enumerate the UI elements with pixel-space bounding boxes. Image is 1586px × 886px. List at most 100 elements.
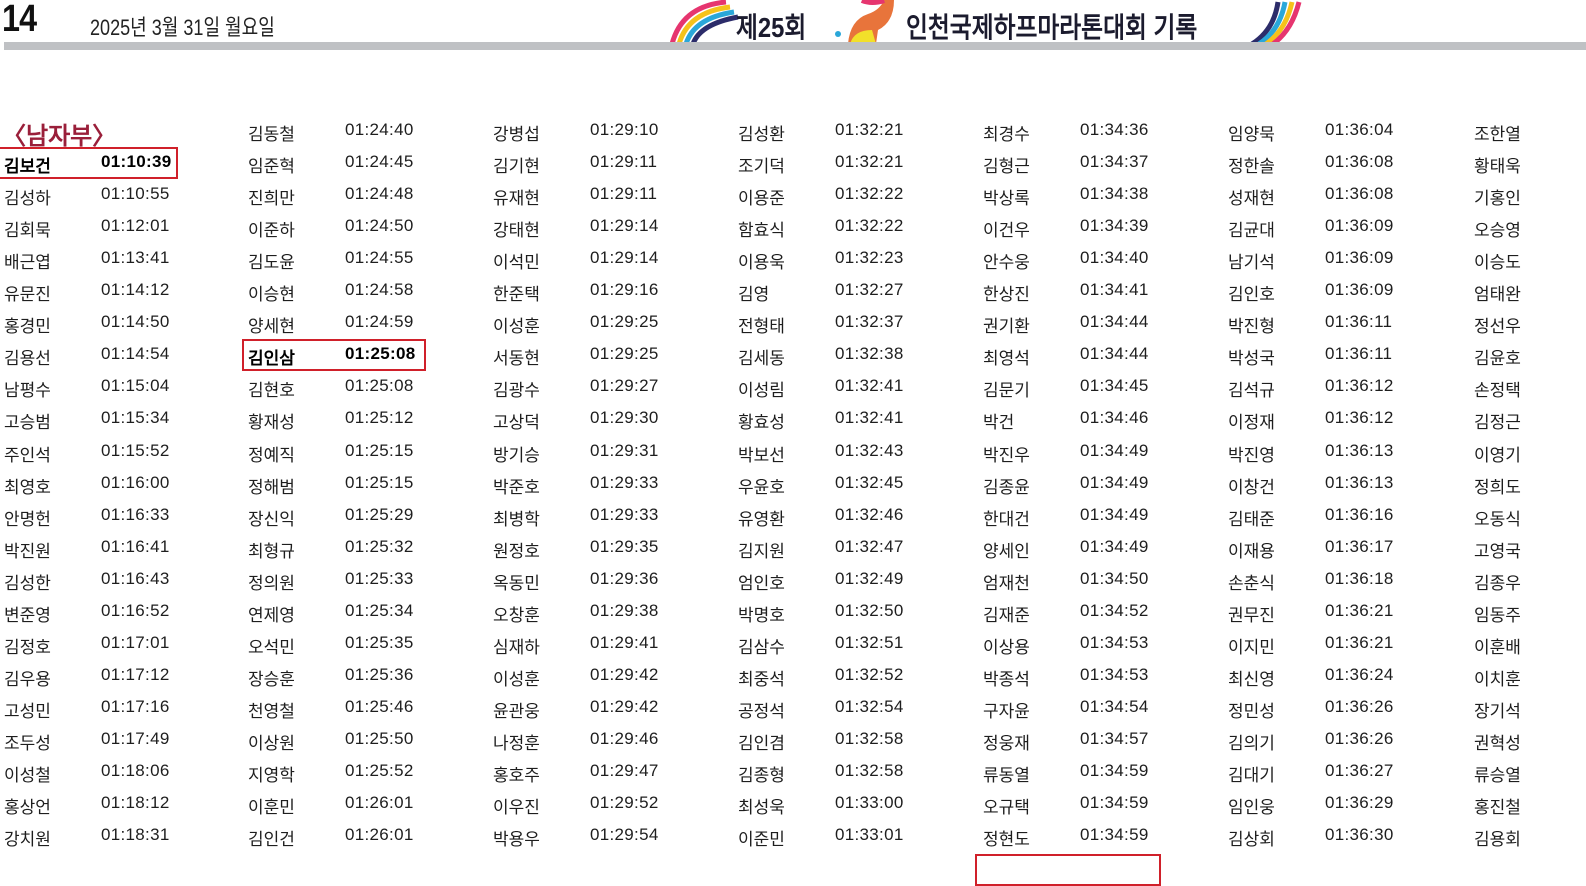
runner-name: 방기승 (493, 445, 540, 465)
header-rule (4, 42, 1586, 50)
runner-name: 강병섭 (493, 125, 540, 144)
finish-time: 01:36:11 (1325, 344, 1393, 364)
runner-name: 이건우 (983, 221, 1030, 241)
runner-name: 오석민 (248, 637, 295, 657)
runner-name: 이재용 (1228, 541, 1275, 561)
runner-name: 배근엽 (4, 253, 51, 273)
finish-time: 01:32:43 (835, 440, 904, 460)
runner-name: 박건 (983, 413, 1015, 433)
runner-name: 김종형 (738, 766, 785, 785)
runner-name: 천영철 (248, 701, 295, 721)
page-title-banner: 제25회 인천국제하프마라톤대회 기록 (668, 0, 1308, 44)
runner-name: 유영환 (738, 509, 785, 529)
runner-name: 강태현 (493, 221, 540, 241)
runner-name: 남평수 (4, 381, 51, 401)
finish-time: 01:29:42 (590, 664, 659, 684)
runner-name: 김인삼 (248, 349, 295, 369)
finish-time: 01:15:52 (101, 440, 170, 460)
runner-name: 김인호 (1228, 285, 1275, 305)
runner-name: 구자윤 (983, 701, 1030, 721)
finish-time: 01:34:37 (1080, 152, 1149, 172)
runner-name: 오승영 (1474, 221, 1521, 241)
finish-time: 01:24:45 (345, 152, 414, 172)
finish-time: 01:34:50 (1080, 568, 1149, 588)
runner-name: 이상용 (983, 637, 1030, 657)
section-heading-men: 〈남자부〉 (2, 123, 117, 150)
runner-name: 정의원 (248, 573, 295, 593)
finish-time: 01:24:50 (345, 216, 414, 236)
finish-time: 01:25:50 (345, 728, 414, 748)
runner-name: 오창훈 (493, 605, 540, 625)
runner-name: 우윤호 (738, 477, 785, 497)
runner-name: 최중석 (738, 669, 785, 689)
runner-name: 최형규 (248, 541, 295, 561)
finish-time: 01:29:42 (590, 696, 659, 716)
finish-time: 01:32:21 (835, 152, 904, 172)
runner-name: 최영석 (983, 349, 1030, 369)
finish-time: 01:25:52 (345, 761, 414, 780)
finish-time: 01:13:41 (101, 248, 170, 268)
finish-time: 01:34:54 (1080, 696, 1149, 716)
runner-name: 장승훈 (248, 669, 295, 689)
finish-time: 01:29:16 (590, 280, 659, 300)
runner-name: 이용준 (738, 189, 785, 209)
runner-name: 류승열 (1474, 766, 1521, 785)
rainbow-arc-left-icon (669, 0, 739, 44)
runner-name: 지영학 (248, 766, 295, 785)
finish-time: 01:36:18 (1325, 568, 1394, 588)
finish-time: 01:29:25 (590, 344, 659, 364)
runner-name: 조기덕 (738, 157, 785, 177)
finish-time: 01:34:59 (1080, 825, 1149, 845)
finish-time: 01:36:29 (1325, 793, 1394, 813)
finish-time: 01:34:45 (1080, 376, 1149, 396)
finish-time: 01:29:52 (590, 793, 659, 813)
runner-name: 김인겸 (738, 733, 785, 753)
runner-name: 이훈민 (248, 798, 295, 818)
runner-name: 이준하 (248, 221, 295, 241)
finish-time: 01:32:47 (835, 536, 904, 556)
finish-time: 01:34:49 (1080, 472, 1149, 492)
finish-time: 01:16:33 (101, 504, 170, 524)
finish-time: 01:34:53 (1080, 664, 1149, 684)
runner-name: 안명헌 (4, 509, 51, 529)
finish-time: 01:36:09 (1325, 216, 1394, 236)
finish-time: 01:29:54 (590, 825, 659, 845)
runner-name: 박용우 (493, 830, 540, 850)
finish-time: 01:17:12 (101, 664, 170, 684)
runner-name: 성재현 (1228, 189, 1275, 209)
runner-name: 이영기 (1474, 445, 1521, 465)
runner-name: 박성국 (1228, 349, 1275, 369)
finish-time: 01:34:40 (1080, 248, 1149, 268)
runner-name: 이지민 (1228, 637, 1275, 657)
runner-name: 최성욱 (738, 798, 785, 818)
runner-name: 김석규 (1228, 381, 1275, 401)
runner-name: 임동주 (1474, 605, 1521, 625)
finish-time: 01:14:12 (101, 280, 170, 300)
runner-name: 윤관웅 (493, 701, 540, 721)
finish-time: 01:25:34 (345, 600, 414, 620)
finish-time: 01:36:04 (1325, 120, 1394, 139)
runner-name: 김현호 (248, 381, 295, 401)
runner-name: 최영호 (4, 477, 51, 497)
runner-name: 이상원 (248, 733, 295, 753)
runner-name: 김대기 (1228, 766, 1275, 785)
finish-time: 01:33:01 (835, 825, 904, 845)
runner-name: 변준영 (4, 605, 51, 625)
runner-name: 정민성 (1228, 701, 1275, 721)
runner-name: 황재성 (248, 413, 295, 433)
runner-name: 유재현 (493, 189, 540, 209)
runner-name: 한상진 (983, 285, 1030, 305)
finish-time: 01:29:14 (590, 216, 659, 236)
runner-name: 권기환 (983, 317, 1030, 337)
runner-name: 이성훈 (493, 317, 540, 337)
finish-time: 01:18:12 (101, 793, 170, 813)
finish-time: 01:17:49 (101, 728, 170, 748)
runner-name: 김우용 (4, 669, 51, 689)
finish-time: 01:36:30 (1325, 825, 1394, 845)
runner-name: 김태준 (1228, 509, 1275, 529)
finish-time: 01:36:09 (1325, 248, 1394, 268)
finish-time: 01:36:26 (1325, 728, 1394, 748)
runner-name: 오동식 (1474, 509, 1521, 529)
finish-time: 01:32:21 (835, 120, 904, 139)
runner-name: 이승도 (1474, 253, 1521, 273)
